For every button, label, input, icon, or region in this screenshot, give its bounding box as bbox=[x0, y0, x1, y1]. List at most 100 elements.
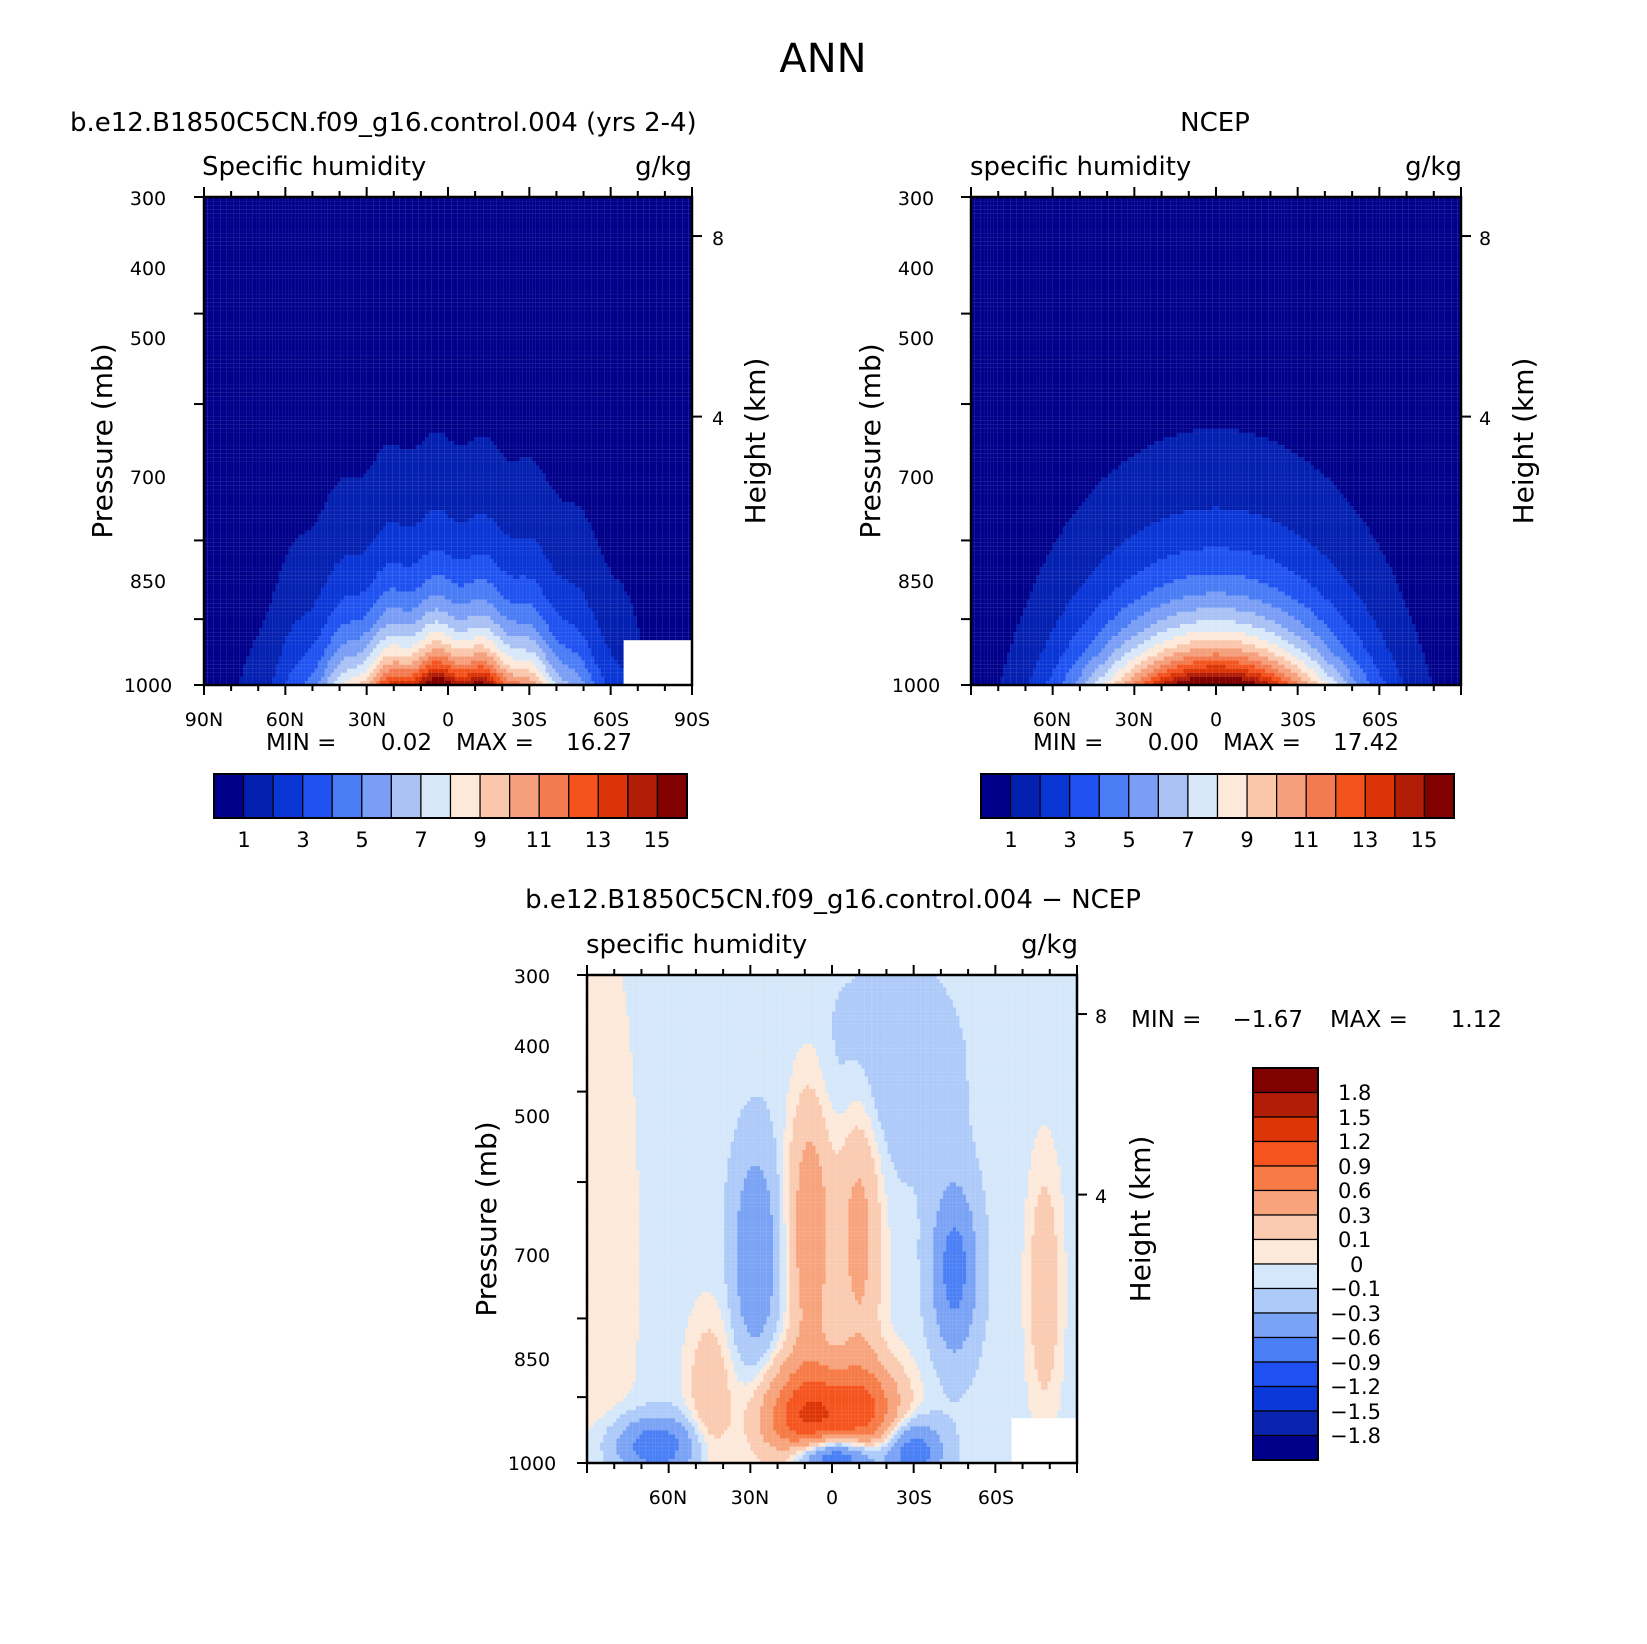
field-cell bbox=[487, 306, 491, 311]
field-cell bbox=[382, 258, 387, 263]
field-cell bbox=[457, 221, 462, 226]
field-cell bbox=[428, 205, 432, 210]
field-cell bbox=[246, 302, 250, 307]
field-cell bbox=[597, 209, 601, 214]
field-cell bbox=[516, 258, 520, 263]
field-cell bbox=[350, 201, 354, 206]
field-cell bbox=[272, 258, 276, 263]
field-cell bbox=[467, 229, 471, 234]
field-cell bbox=[356, 327, 361, 332]
field-cell bbox=[464, 233, 468, 238]
field-cell bbox=[230, 306, 234, 311]
field-cell bbox=[301, 258, 305, 263]
field-cell bbox=[265, 229, 270, 234]
field-cell bbox=[483, 310, 488, 316]
field-cell bbox=[304, 225, 309, 230]
field-cell bbox=[600, 290, 605, 295]
field-cell bbox=[246, 225, 250, 230]
field-cell bbox=[418, 249, 423, 255]
field-cell bbox=[441, 205, 445, 210]
field-cell bbox=[412, 213, 416, 218]
field-cell bbox=[438, 262, 442, 267]
field-cell bbox=[210, 323, 214, 328]
field-cell bbox=[327, 327, 331, 332]
field-cell bbox=[532, 197, 536, 202]
field-cell bbox=[243, 213, 247, 218]
field-cell bbox=[448, 237, 452, 242]
field-cell bbox=[356, 262, 361, 267]
field-cell bbox=[620, 229, 624, 234]
field-cell bbox=[275, 298, 279, 303]
field-cell bbox=[291, 245, 296, 250]
field-cell bbox=[256, 262, 260, 267]
field-cell bbox=[639, 294, 644, 299]
field-cell bbox=[522, 302, 527, 307]
field-cell bbox=[441, 298, 445, 303]
field-cell bbox=[526, 290, 530, 295]
field-cell bbox=[600, 294, 605, 299]
field-cell bbox=[376, 201, 380, 206]
field-cell bbox=[574, 306, 579, 311]
field-cell bbox=[282, 225, 286, 230]
field-cell bbox=[558, 270, 562, 275]
field-cell bbox=[581, 294, 585, 299]
field-cell bbox=[483, 201, 488, 206]
field-cell bbox=[578, 205, 582, 210]
field-cell bbox=[246, 258, 250, 263]
field-cell bbox=[262, 310, 266, 316]
field-cell bbox=[457, 245, 462, 250]
field-cell bbox=[454, 274, 458, 279]
field-cell bbox=[317, 294, 322, 299]
field-cell bbox=[210, 213, 214, 218]
field-cell bbox=[613, 221, 618, 226]
field-cell bbox=[324, 302, 328, 307]
field-cell bbox=[669, 282, 673, 287]
field-cell bbox=[295, 205, 299, 210]
field-cell bbox=[542, 197, 546, 202]
field-cell bbox=[448, 282, 452, 287]
field-cell bbox=[552, 278, 556, 283]
field-cell bbox=[656, 306, 660, 311]
field-cell bbox=[220, 258, 224, 263]
field-cell bbox=[428, 229, 432, 234]
field-cell bbox=[213, 302, 218, 307]
field-cell bbox=[425, 278, 429, 283]
field-cell bbox=[467, 270, 471, 275]
field-cell bbox=[678, 278, 683, 283]
field-cell bbox=[555, 286, 559, 291]
field-cell bbox=[678, 197, 683, 202]
field-cell bbox=[434, 266, 439, 271]
field-cell bbox=[454, 294, 458, 299]
field-cell bbox=[278, 266, 283, 271]
field-cell bbox=[213, 323, 218, 328]
field-cell bbox=[444, 282, 449, 287]
field-cell bbox=[639, 221, 644, 226]
field-cell bbox=[217, 270, 221, 275]
field-cell bbox=[369, 323, 374, 328]
field-cell bbox=[454, 245, 458, 250]
field-cell bbox=[441, 310, 445, 316]
field-cell bbox=[662, 274, 667, 279]
field-cell bbox=[513, 302, 517, 307]
field-cell bbox=[347, 205, 351, 210]
field-cell bbox=[587, 205, 592, 210]
field-cell bbox=[451, 298, 455, 303]
field-cell bbox=[295, 197, 299, 202]
panel-model-plot bbox=[204, 197, 692, 685]
field-cell bbox=[213, 327, 218, 332]
field-cell bbox=[474, 245, 478, 250]
field-cell bbox=[356, 221, 361, 226]
field-cell bbox=[610, 270, 614, 275]
field-cell bbox=[213, 253, 218, 259]
field-cell bbox=[597, 310, 601, 316]
field-cell bbox=[571, 258, 575, 263]
field-cell bbox=[477, 270, 481, 275]
field-cell bbox=[441, 282, 445, 287]
field-cell bbox=[434, 209, 439, 214]
field-cell bbox=[347, 201, 351, 206]
field-cell bbox=[662, 278, 667, 283]
field-cell bbox=[597, 201, 601, 206]
field-cell bbox=[496, 294, 501, 299]
field-cell bbox=[639, 290, 644, 295]
field-cell bbox=[395, 205, 400, 210]
